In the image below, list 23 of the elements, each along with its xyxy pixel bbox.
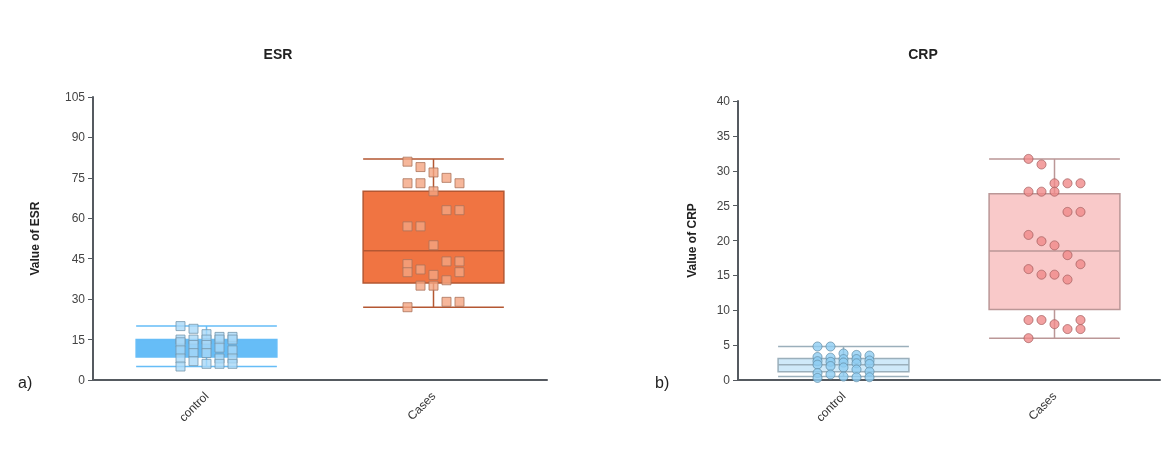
y-axis-title: Value of CRP — [685, 203, 699, 278]
y-axis-title: Value of ESR — [28, 201, 42, 276]
y-tick-label: 40 — [716, 94, 731, 108]
y-tick-label: 75 — [71, 170, 86, 185]
y-tick-label: 10 — [716, 303, 731, 318]
y-tick-label: 60 — [71, 211, 86, 226]
y-tick-label: 15 — [716, 268, 731, 283]
y-tick-label: 0 — [78, 373, 86, 387]
y-tick-label: 90 — [71, 130, 86, 145]
text: b) — [655, 373, 670, 391]
y-tick-label: 15 — [71, 332, 86, 347]
y-tick-label: 25 — [716, 198, 731, 213]
text: a) — [18, 373, 33, 391]
y-tick-label: 0 — [723, 373, 731, 387]
y-tick-label: 35 — [716, 128, 731, 143]
y-tick-label: 45 — [71, 251, 86, 266]
y-tick-label: 5 — [723, 338, 731, 353]
y-tick-label: 105 — [64, 90, 86, 104]
y-tick-label: 20 — [716, 233, 731, 248]
chart-title: ESR — [263, 46, 293, 62]
y-tick-label: 30 — [716, 163, 731, 178]
y-tick-label: 30 — [71, 292, 86, 307]
chart-title: CRP — [908, 46, 938, 62]
